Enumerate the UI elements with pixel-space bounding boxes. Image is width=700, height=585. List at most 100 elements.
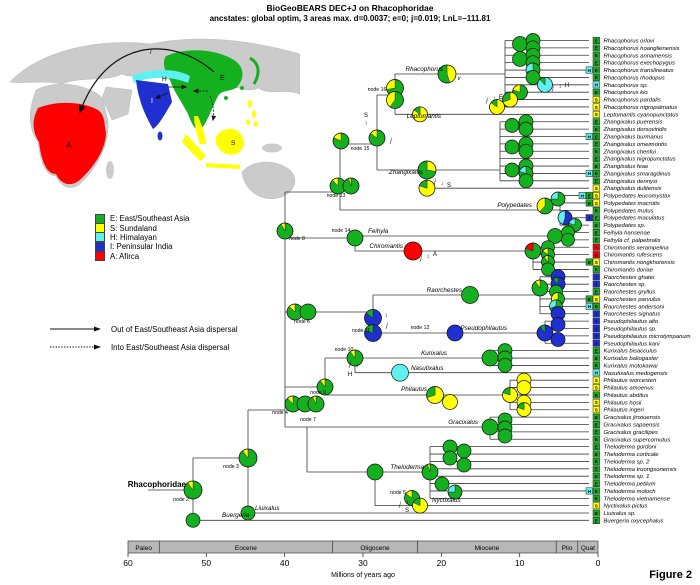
tip-label: Polypedates maculatus: [604, 216, 665, 222]
node-pies: [183, 33, 582, 528]
tip-box: [592, 206, 600, 214]
pie-slice: [391, 364, 409, 382]
clade-label: Pseudophilautus: [460, 325, 507, 332]
epoch-label: Quat: [581, 545, 595, 552]
pie-slice: [498, 429, 512, 443]
pie-slice: [482, 419, 498, 435]
pie-outline: [332, 132, 350, 150]
annotation: j: [389, 138, 392, 144]
pie-slice: [241, 506, 255, 520]
tip-box: [592, 339, 600, 347]
tip-box-letter: E: [595, 452, 598, 457]
node-pie: [386, 91, 404, 109]
tip-box: [592, 332, 600, 340]
epoch-label: Oligocene: [360, 545, 390, 552]
pie-outline: [442, 394, 458, 410]
node-pie: [502, 91, 518, 108]
map-region-borneo: [215, 128, 244, 155]
pie-outline: [502, 91, 518, 108]
tip-box: [592, 502, 600, 510]
annotation: H: [348, 372, 352, 378]
tip-label: Zhangixalus burmanus: [603, 134, 664, 140]
pie-outline: [366, 463, 384, 481]
tip-box-letter: E: [595, 496, 598, 501]
tip-label: Theloderma corticale: [604, 452, 660, 458]
node-pie: [504, 162, 520, 178]
pie-slice: [447, 325, 463, 341]
tip-box-letter: E: [595, 171, 598, 176]
node-label: node 15: [351, 146, 370, 152]
pie-slice: [512, 36, 528, 52]
tip-box: [585, 199, 593, 207]
tip-box: [592, 288, 600, 296]
tip-label: Rhacophorus rhodopus: [604, 75, 665, 81]
dispersal-into-label: Into East/Southeast Asia dispersal: [111, 342, 230, 352]
tip-box-letter: E: [595, 38, 598, 43]
clade-label: Liuixalus: [255, 505, 280, 512]
node-pie: [481, 349, 499, 367]
tip-box-letter: E: [595, 459, 598, 464]
tip-label: Philautus amoenus: [604, 386, 654, 392]
annotation: H: [565, 83, 569, 89]
tip-box-letter: H: [588, 304, 592, 309]
tip-label: Liuixalus sp.: [604, 511, 636, 517]
pie-slice: [498, 358, 512, 373]
axis-title: Millions of years ago: [331, 572, 395, 579]
pie-outline: [417, 160, 437, 180]
node-pie: [531, 279, 549, 297]
tip-box-letter: E: [595, 415, 598, 420]
annotation: S: [447, 183, 451, 189]
tip-label: Gracixalus supercornutus: [604, 437, 671, 443]
axis-tick-label: 20: [437, 558, 447, 568]
map-region-new-guinea: [262, 143, 282, 153]
node-pie: [516, 402, 532, 417]
tip-box: [585, 295, 593, 303]
map-letter-I: I: [151, 98, 153, 105]
tip-box-letter: E: [595, 230, 598, 235]
node-pie: [518, 121, 534, 137]
tip-label: Chiromantis doriae: [604, 267, 654, 273]
tip-box: [592, 44, 600, 52]
tip-box: [592, 384, 600, 392]
node-pie: [561, 232, 575, 247]
tip-box-letter: E: [595, 444, 598, 449]
tip-box-letter: H: [588, 171, 592, 176]
map-region-philippines: [246, 100, 258, 127]
tip-box-letter: E: [595, 149, 598, 154]
tip-box: [592, 133, 600, 140]
tip-box: [592, 406, 600, 414]
tip-box: [592, 509, 600, 517]
legend-label-I: I: Peninsular India: [110, 242, 173, 252]
axis-tick-label: 40: [280, 558, 290, 568]
tip-label: Theloderma moloch: [604, 489, 656, 495]
pie-outline: [516, 402, 532, 417]
epoch-label: Eocene: [235, 545, 257, 552]
tip-label: Chiromantis rufescens: [604, 253, 663, 259]
dispersal-legend: Out of East/Southeast Asia dispersal Int…: [48, 320, 238, 356]
node-pie: [518, 173, 534, 189]
tip-box: [592, 37, 600, 44]
node-pie: [329, 177, 347, 195]
pie-slice: [442, 394, 458, 410]
legend-label-S: S: Sundaland: [110, 223, 157, 233]
dotted-arrow-icon: [50, 344, 101, 350]
tip-box: [585, 133, 593, 140]
tip-box-letter: H: [588, 68, 592, 73]
tip-box-letter: E: [595, 422, 598, 427]
tip-box-letter: E: [595, 467, 598, 472]
tip-box-letter: E: [595, 46, 598, 51]
tip-label: Rhacophorus translineatus: [604, 68, 674, 74]
node-pie: [518, 143, 534, 159]
annotation: S: [405, 508, 409, 514]
map-letter-A: A: [66, 141, 72, 150]
pie-outline: [437, 64, 457, 84]
node-label: node 12: [411, 325, 430, 331]
tip-label: Polypedates macrotis: [604, 201, 660, 207]
annotation: j: [551, 86, 554, 92]
tip-box: [592, 421, 600, 428]
tip-box: [592, 184, 600, 192]
tip-label: Philautus worcesteri: [604, 378, 657, 384]
tip-box: [592, 51, 600, 59]
tip-box: [592, 236, 600, 244]
